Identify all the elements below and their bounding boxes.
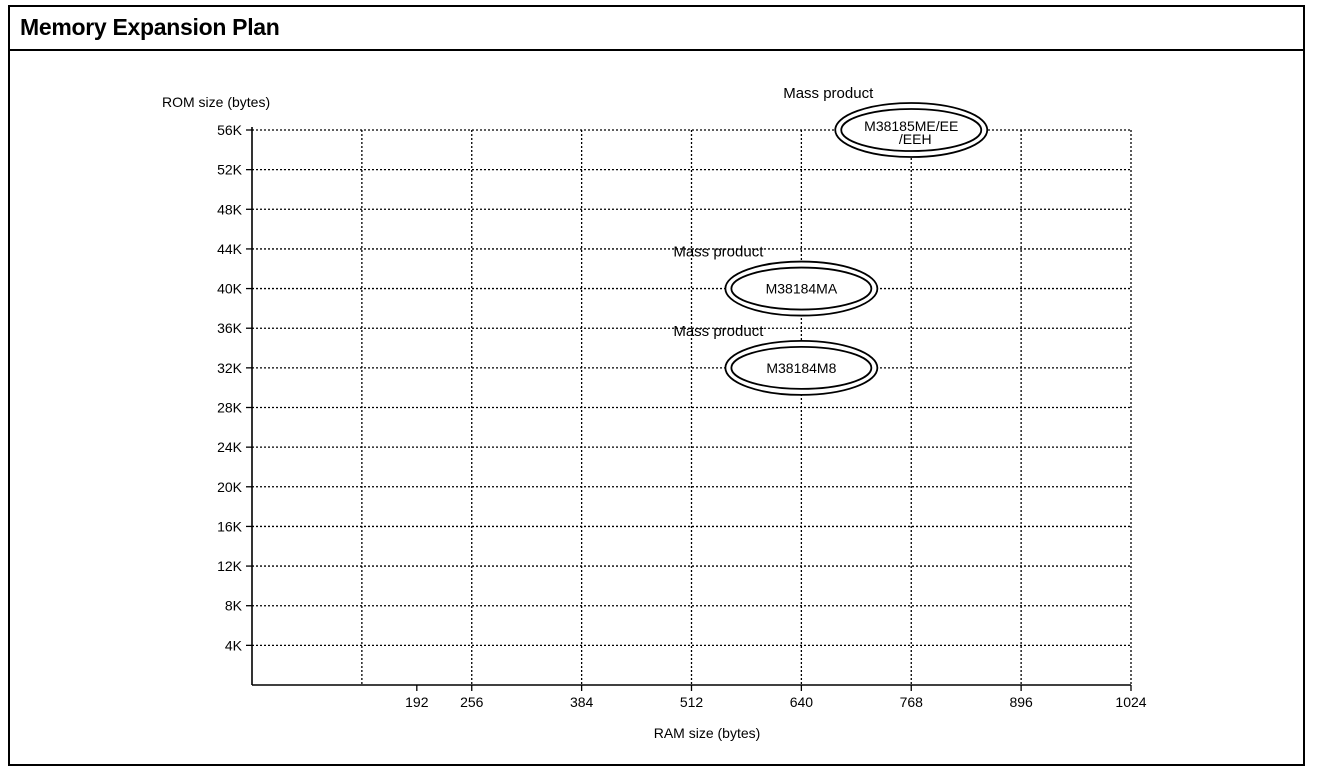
- header-band: Memory Expansion Plan: [10, 7, 1303, 51]
- y-tick-label-32k: 32K: [217, 360, 243, 376]
- x-tick-label-1024: 1024: [1115, 694, 1146, 710]
- y-tick-label-24k: 24K: [217, 439, 243, 455]
- product-label-line2: /EEH: [899, 131, 932, 147]
- x-tick-label-512: 512: [680, 694, 704, 710]
- product-point-m38184m8: M38184M8 Mass product: [673, 323, 879, 396]
- x-tick-label-384: 384: [570, 694, 594, 710]
- product-ellipse-inner: [730, 266, 873, 311]
- mass-product-annotation: Mass product: [783, 85, 874, 102]
- x-tick-label-896: 896: [1009, 694, 1033, 710]
- product-label: M38185ME/EE: [864, 118, 958, 134]
- y-tick-label-4k: 4K: [225, 637, 243, 653]
- y-tick-label-48k: 48K: [217, 201, 243, 217]
- product-label: M38184M8: [766, 360, 836, 376]
- product-ellipse-outer: [724, 339, 879, 396]
- y-tick-label-44k: 44K: [217, 241, 243, 257]
- page-title: Memory Expansion Plan: [20, 14, 280, 40]
- y-tick-label-16k: 16K: [217, 518, 243, 534]
- product-point-m38184ma: M38184MA Mass product: [673, 244, 879, 317]
- y-tick-label-20k: 20K: [217, 479, 243, 495]
- x-tick-label-256: 256: [460, 694, 484, 710]
- y-tick-label-56k: 56K: [217, 122, 243, 138]
- x-axis-title: RAM size (bytes): [654, 725, 761, 741]
- axis-layer: [246, 127, 1132, 691]
- product-ellipse-outer: [834, 102, 989, 158]
- y-tick-label-8k: 8K: [225, 598, 243, 614]
- x-tick-label-192: 192: [405, 694, 429, 710]
- product-ellipse-inner: [840, 108, 983, 152]
- product-ellipse-outer: [724, 260, 879, 317]
- y-tick-label-12k: 12K: [217, 558, 243, 574]
- mass-product-annotation: Mass product: [673, 244, 764, 261]
- product-label: M38184MA: [766, 281, 838, 297]
- grid-layer: [252, 129, 1132, 685]
- y-axis-title: ROM size (bytes): [162, 94, 270, 110]
- y-tick-label-36k: 36K: [217, 320, 243, 336]
- point-layer: M38185ME/EE/EEH Mass product M38184MA Mass …: [673, 85, 989, 396]
- figure-frame: Memory Expansion Plan: [8, 5, 1305, 766]
- mass-product-annotation: Mass product: [673, 323, 764, 340]
- y-tick-label-40k: 40K: [217, 281, 243, 297]
- product-point-m38185me-ee: M38185ME/EE/EEH Mass product: [783, 85, 989, 158]
- product-ellipse-inner: [730, 345, 873, 390]
- y-tick-label-28k: 28K: [217, 400, 243, 416]
- x-tick-label-640: 640: [790, 694, 814, 710]
- x-tick-label-768: 768: [900, 694, 924, 710]
- tick-layer: 4K 8K 12K 16K 20K 24K 28K 32K 36K 40K 44K 48K 52K 56K…: [217, 122, 1147, 710]
- y-tick-label-52k: 52K: [217, 162, 243, 178]
